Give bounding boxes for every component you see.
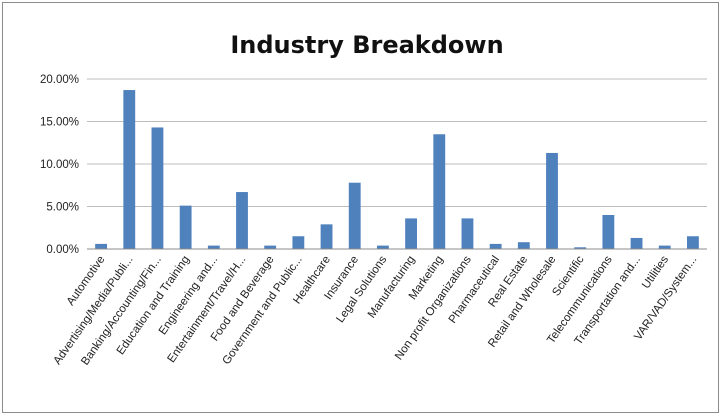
y-tick-label: 20.00% (40, 74, 79, 86)
bars (95, 90, 699, 249)
bar (433, 134, 446, 249)
y-tick-label: 0.00% (46, 244, 79, 256)
bar (376, 245, 389, 249)
x-tick-label: Legal Solutions (334, 254, 389, 326)
x-tick-label: Pharmaceutical (447, 254, 502, 326)
bar (574, 247, 587, 249)
bar (489, 243, 502, 249)
bar (630, 237, 643, 249)
bar (517, 242, 530, 249)
y-axis-ticks: 0.00% 5.00% 10.00% 15.00% 20.00% (40, 74, 79, 256)
chart-frame: Industry Breakdown 0.00% 5.00% 10.00% 15.00… (2, 2, 719, 413)
bar (264, 245, 277, 249)
bar (292, 236, 305, 249)
x-axis-labels: AutomotiveAdvertising/Media/Publi...Bank… (51, 254, 699, 368)
y-tick-label: 15.00% (40, 117, 79, 129)
bar (658, 245, 671, 249)
bar (461, 218, 474, 249)
bar (236, 192, 248, 249)
bar (179, 205, 192, 249)
bar (123, 90, 136, 249)
y-tick-label: 10.00% (40, 159, 79, 171)
bar (405, 218, 418, 249)
bar (151, 127, 164, 249)
chart-title: Industry Breakdown (230, 31, 503, 59)
bar (686, 236, 699, 249)
bar (348, 182, 361, 249)
bar (602, 215, 615, 249)
bar (320, 224, 333, 249)
y-tick-label: 5.00% (46, 202, 79, 214)
bar (95, 243, 108, 249)
bar (546, 152, 558, 249)
bar (207, 245, 220, 249)
chart-svg: Industry Breakdown 0.00% 5.00% 10.00% 15.00… (40, 31, 707, 368)
